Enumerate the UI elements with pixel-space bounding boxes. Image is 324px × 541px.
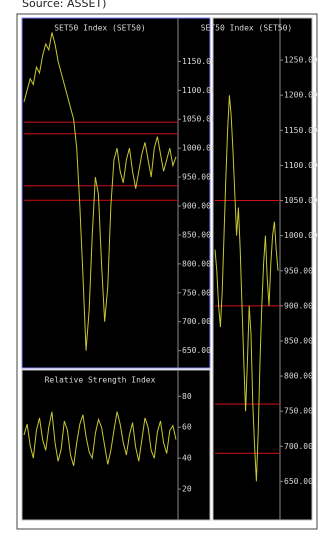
y-tick-label: 1100.00: [182, 86, 216, 95]
source: Source: ASSET): [22, 0, 106, 10]
y-tick-label: 80: [182, 392, 192, 401]
y-tick-label: 650.00: [182, 346, 211, 355]
panel-title: SET50 Index (SET50): [54, 24, 146, 33]
y-tick-label: 900.00: [182, 202, 211, 211]
panel: [21, 17, 211, 369]
y-tick-label: 950.00: [284, 266, 313, 275]
panel-title: Relative Strength Index: [45, 376, 156, 385]
y-tick-label: 800.00: [284, 372, 313, 381]
y-tick-label: 800.00: [182, 259, 211, 268]
y-tick-label: 60: [182, 423, 192, 432]
y-tick-label: 1050.00: [284, 196, 318, 205]
y-tick-label: 850.00: [182, 230, 211, 239]
y-tick-label: 1000.00: [284, 231, 318, 240]
y-tick-label: 20: [182, 485, 192, 494]
y-tick-label: 1150.00: [284, 126, 318, 135]
y-tick-label: 850.00: [284, 336, 313, 345]
y-tick-label: 1100.00: [284, 161, 318, 170]
y-tick-label: 650.00: [284, 477, 313, 486]
y-tick-label: 1250.00: [284, 56, 318, 65]
y-tick-label: 750.00: [284, 407, 313, 416]
price-line: [23, 411, 177, 467]
y-tick-label: 40: [182, 454, 192, 463]
y-tick-label: 750.00: [182, 288, 211, 297]
y-tick-label: 900.00: [284, 301, 313, 310]
y-tick-label: 1000.00: [182, 144, 216, 153]
y-tick-label: 1150.00: [182, 57, 216, 66]
panel-title: SET50 Index (SET50): [201, 24, 293, 33]
y-tick-label: 700.00: [182, 317, 211, 326]
y-tick-label: 1200.00: [284, 91, 318, 100]
price-line: [23, 32, 177, 351]
price-line: [214, 95, 279, 482]
y-tick-label: 700.00: [284, 442, 313, 451]
y-tick-label: 950.00: [182, 173, 211, 182]
panel: [21, 369, 211, 521]
y-tick-label: 1050.00: [182, 115, 216, 124]
